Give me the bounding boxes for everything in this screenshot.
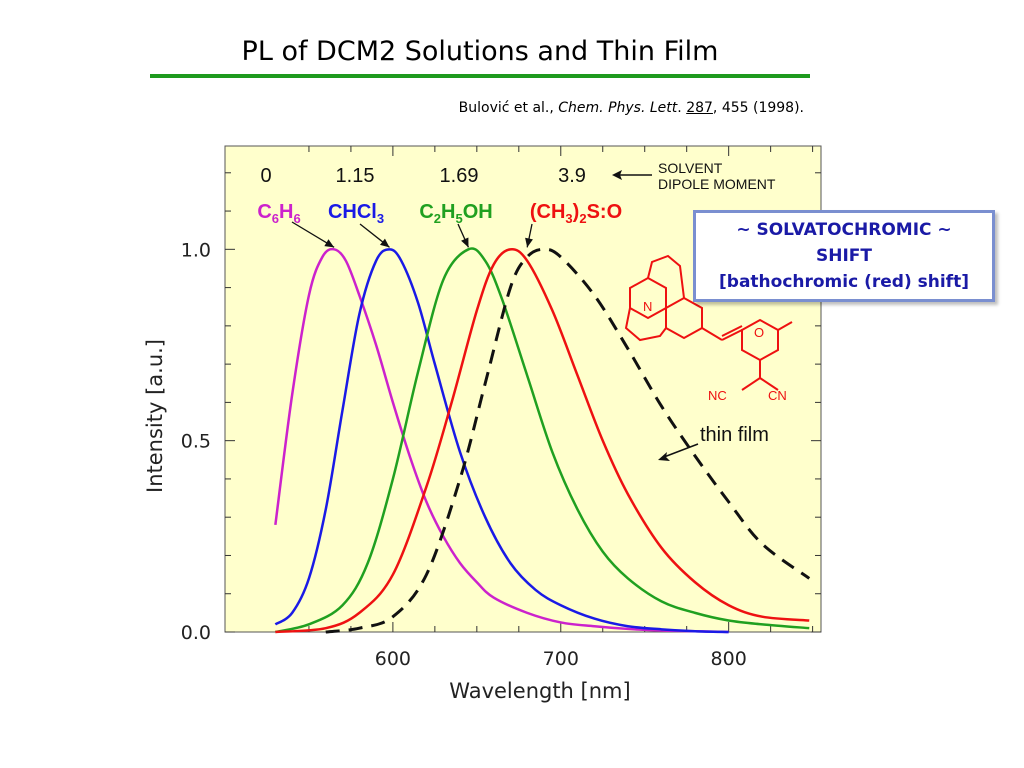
series-line--ch3-2s-o	[275, 247, 810, 634]
dipole-header-line1: SOLVENT	[658, 160, 723, 176]
label-pointer-head	[525, 237, 533, 248]
dipole-value: 1.15	[336, 165, 375, 187]
series-line-c2h5oh	[275, 247, 810, 634]
solvatochromic-shift-callout: ~ SOLVATOCHROMIC ~ SHIFT [bathochromic (…	[693, 210, 995, 302]
molecule-group-cn: CN	[768, 388, 787, 403]
citation-journal: Chem. Phys. Lett	[558, 100, 678, 116]
y-axis-label: Intensity [a.u.]	[143, 339, 167, 493]
series-line-chcl3	[274, 248, 729, 634]
x-axis-label: Wavelength [nm]	[449, 679, 630, 703]
citation: Bulović et al., Chem. Phys. Lett. 287, 4…	[458, 100, 804, 116]
thin-film-label: thin film	[700, 424, 769, 446]
x-tick-label: 600	[375, 648, 411, 670]
title-divider	[150, 74, 810, 78]
callout-line-2: SHIFT	[815, 246, 872, 266]
dipole-value: 0	[260, 165, 271, 187]
dipole-value: 3.9	[558, 165, 586, 187]
dipole-header-line2: DIPOLE MOMENT	[658, 176, 776, 192]
label-pointer-head	[379, 238, 390, 248]
series-line-thin-film	[325, 247, 811, 634]
series-line-c6h6	[274, 247, 729, 634]
series-label: CHCl3	[328, 201, 384, 226]
molecule-atom-n: N	[643, 299, 652, 314]
molecule-group-nc: NC	[708, 388, 727, 403]
y-tick-label: 0.0	[181, 622, 211, 644]
dcm2-molecule-structure	[624, 254, 793, 391]
x-tick-label: 700	[543, 648, 579, 670]
x-tick-label: 800	[711, 648, 747, 670]
slide-title: PL of DCM2 Solutions and Thin Film	[241, 36, 719, 67]
molecule-atom-o: O	[754, 325, 764, 340]
label-pointer-head	[324, 239, 335, 248]
dipole-arrow	[612, 170, 652, 180]
dipole-value: 1.69	[440, 165, 479, 187]
label-pointer-head	[461, 237, 469, 248]
y-tick-label: 0.5	[181, 431, 211, 453]
series-label: (CH3)2S:O	[530, 201, 622, 226]
callout-line-3: [bathochromic (red) shift]	[719, 272, 969, 292]
citation-pages-year: , 455 (1998).	[712, 100, 804, 116]
citation-volume: 287	[686, 100, 713, 116]
callout-line-1: ~ SOLVATOCHROMIC ~	[736, 220, 952, 240]
series-label: C2H5OH	[419, 201, 492, 226]
thin-film-arrow	[658, 443, 699, 461]
citation-authors: Bulović et al.,	[458, 100, 554, 116]
series-label: C6H6	[257, 201, 300, 226]
y-tick-label: 1.0	[181, 239, 211, 261]
